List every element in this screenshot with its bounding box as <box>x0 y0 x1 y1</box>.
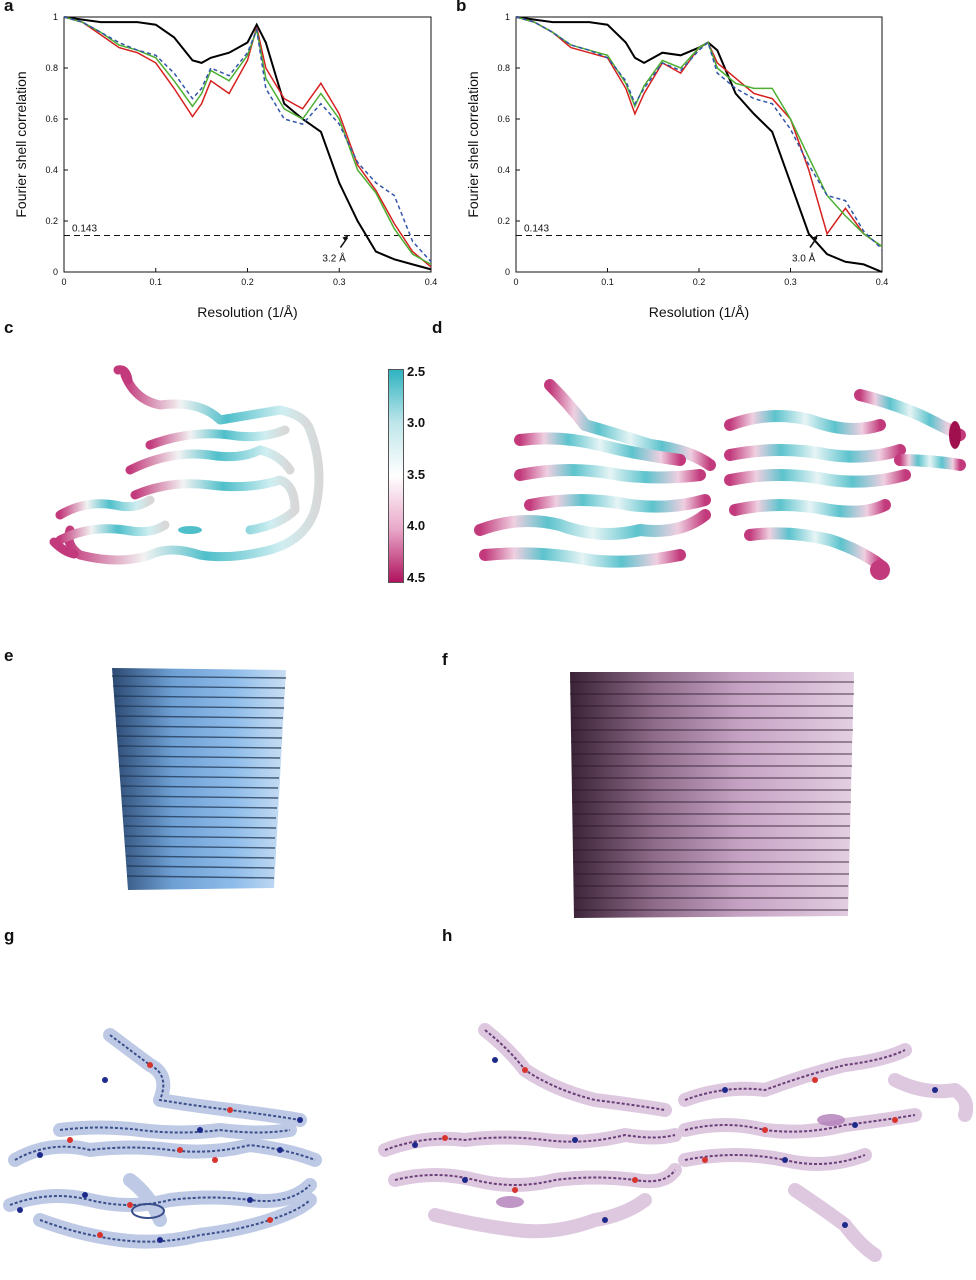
density-map-f <box>570 672 854 918</box>
fsc-series-line-3 <box>515 16 883 248</box>
threshold-label: 0.143 <box>524 224 549 235</box>
colorbar-tick-3.5: 3.5 <box>407 467 426 482</box>
panel-label-c: c <box>4 318 14 337</box>
y-tick-label: 1 <box>505 12 510 22</box>
colorbar-tick-4.0: 4.0 <box>407 518 426 533</box>
x-tick-label: 0 <box>513 277 518 287</box>
x-tick-label: 0.3 <box>333 277 346 287</box>
x-tick-label: 0.2 <box>241 277 254 287</box>
y-tick-label: 0.4 <box>45 165 58 175</box>
x-tick-label: 0.1 <box>601 277 614 287</box>
x-axis-label: Resolution (1/Å) <box>197 304 297 320</box>
fsc-chart-a: 0 0.1 0.2 0.3 0.4 0 0.2 0.4 0.6 0.8 1 Resolution (1… <box>13 12 438 320</box>
colorbar <box>388 369 404 583</box>
local-resolution-map-c <box>49 365 324 565</box>
fsc-series-line-2 <box>515 16 883 248</box>
panel-label-f: f <box>442 650 448 669</box>
y-tick-label: 0.8 <box>45 63 58 73</box>
threshold-label: 0.143 <box>72 224 97 235</box>
panel-label-h: h <box>442 926 453 945</box>
fsc-series-line-3 <box>63 16 432 266</box>
y-axis-label: Fourier shell correlation <box>13 71 29 217</box>
fsc-series-line-2 <box>63 16 432 268</box>
panel-label-a: a <box>4 0 14 15</box>
density-map-e <box>111 668 287 890</box>
panel-label-d: d <box>432 318 443 337</box>
resolution-annotation: 3.2 Å <box>322 252 346 265</box>
x-tick-label: 0.4 <box>876 277 889 287</box>
y-tick-label: 0.6 <box>497 114 510 124</box>
resolution-arrowhead <box>342 235 349 242</box>
x-tick-label: 0.4 <box>425 277 438 287</box>
local-resolution-map-d <box>474 379 966 580</box>
panel-label-e: e <box>4 646 14 665</box>
y-tick-label: 0 <box>53 267 58 277</box>
x-axis-label: Resolution (1/Å) <box>649 304 749 320</box>
fsc-series-line-1 <box>63 16 432 271</box>
colorbar-tick-4.5: 4.5 <box>407 570 426 585</box>
panel-label-g: g <box>4 926 15 945</box>
resolution-annotation: 3.0 Å <box>792 252 816 265</box>
resolution-arrowhead <box>811 235 818 242</box>
y-tick-label: 0.2 <box>45 216 58 226</box>
colorbar-tick-3.0: 3.0 <box>407 415 426 430</box>
fsc-series-line-4 <box>515 16 883 250</box>
colorbar-tick-2.5: 2.5 <box>407 364 426 379</box>
fsc-series-line-4 <box>63 16 432 263</box>
y-axis-label: Fourier shell correlation <box>465 71 481 217</box>
x-tick-label: 0.3 <box>784 277 797 287</box>
x-tick-label: 0 <box>61 277 66 287</box>
y-tick-label: 0 <box>505 267 510 277</box>
y-tick-label: 0.2 <box>497 216 510 226</box>
y-tick-label: 0.6 <box>45 114 58 124</box>
panel-label-b: b <box>456 0 467 15</box>
y-tick-label: 0.4 <box>497 165 510 175</box>
atomic-model-g <box>3 1028 322 1249</box>
fsc-chart-b: 0 0.1 0.2 0.3 0.4 0 0.2 0.4 0.6 0.8 1 Resolution (1… <box>465 12 889 320</box>
x-tick-label: 0.1 <box>149 277 162 287</box>
atomic-model-h <box>378 1023 973 1262</box>
y-tick-label: 1 <box>53 12 58 22</box>
x-tick-label: 0.2 <box>693 277 706 287</box>
y-tick-label: 0.8 <box>497 63 510 73</box>
